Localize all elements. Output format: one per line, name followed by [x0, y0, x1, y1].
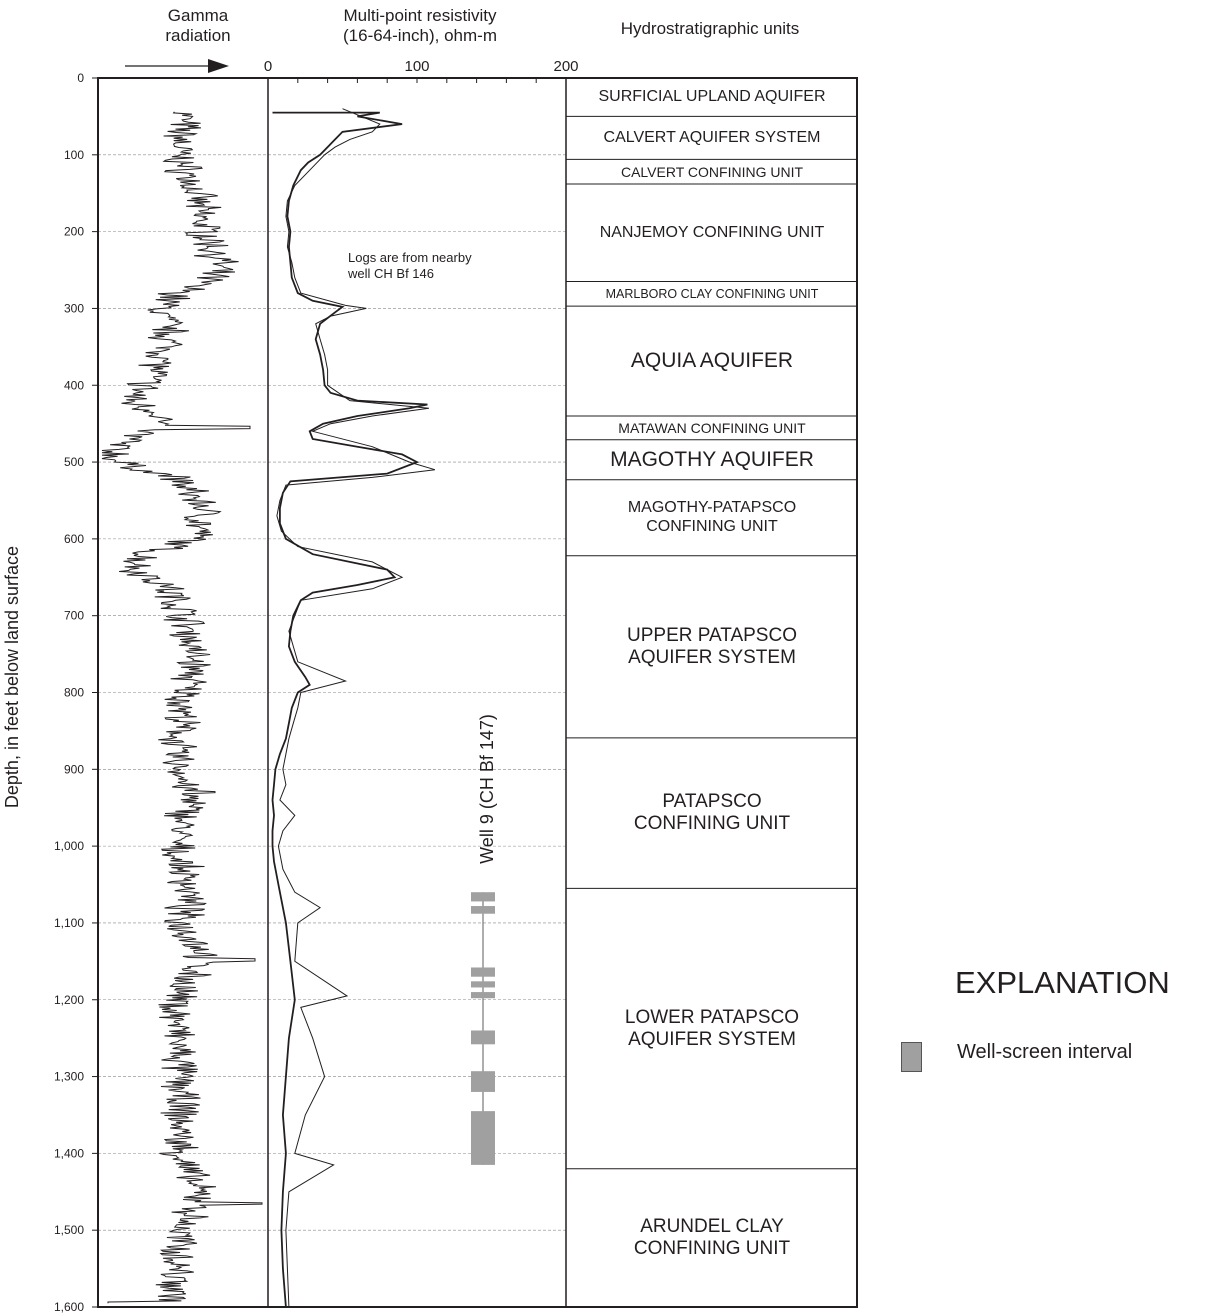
y-tick-label: 600 — [64, 532, 84, 546]
well-screen — [471, 1071, 495, 1092]
resistivity-trace-2 — [276, 108, 436, 1308]
x-tick-label: 0 — [264, 58, 272, 75]
y-tick-label: 500 — [64, 455, 84, 469]
y-tick-label: 1,100 — [54, 916, 84, 930]
y-tick-label: 900 — [64, 762, 84, 776]
y-tick-label: 1,200 — [54, 993, 84, 1007]
well-screen — [471, 967, 495, 977]
well-screen — [471, 992, 495, 999]
plot-frame — [97, 77, 858, 1308]
resistivity-header: Multi-point resistivity (16-64-inch), oh… — [343, 6, 497, 45]
y-tick-label: 1,600 — [54, 1300, 84, 1314]
y-tick-label: 1,400 — [54, 1146, 84, 1160]
unit-label: MAGOTHY-PATAPSCO CONFINING UNIT — [627, 499, 797, 535]
well-label: Well 9 (CH Bf 147) — [477, 714, 497, 864]
unit-label: MAGOTHY AQUIFER — [610, 447, 814, 471]
legend-label-well-screen: Well-screen interval — [957, 1041, 1133, 1063]
unit-label: NANJEMOY CONFINING UNIT — [599, 223, 825, 241]
y-tick-label: 400 — [64, 378, 84, 392]
depth-axis: 0 100 200 300 400 500 600 700 800 900 1,000 1,100 1,… — [54, 71, 98, 1314]
y-axis-title: Depth, in feet below land surface — [2, 545, 22, 809]
gamma-log — [101, 111, 263, 1304]
unit-label: MATAWAN CONFINING UNIT — [618, 419, 806, 436]
y-tick-label: 800 — [64, 686, 84, 700]
y-tick-label: 1,000 — [54, 839, 84, 853]
unit-label: CALVERT CONFINING UNIT — [620, 163, 804, 180]
y-tick-label: 1,500 — [54, 1223, 84, 1237]
gamma-arrow — [125, 59, 229, 73]
well-screen — [471, 892, 495, 902]
unit-label: ARUNDEL CLAY CONFINING UNIT — [633, 1216, 791, 1259]
y-tick-label: 200 — [64, 225, 84, 239]
well-screen — [471, 1030, 495, 1045]
y-tick-label: 700 — [64, 609, 84, 623]
unit-label: MARLBORO CLAY CONFINING UNIT — [605, 286, 819, 301]
y-tick-label: 300 — [64, 301, 84, 315]
well-screen — [471, 1111, 495, 1165]
legend-swatch-well-screen — [901, 1042, 922, 1072]
units-header: Hydrostratigraphic units — [620, 19, 800, 38]
gamma-trace — [101, 111, 263, 1304]
x-tick-label: 200 — [553, 58, 578, 75]
unit-label: PATAPSCO CONFINING UNIT — [633, 791, 791, 835]
y-tick-label: 0 — [77, 71, 84, 85]
source-note: Logs are from nearby well CH Bf 146 — [348, 250, 472, 281]
unit-label: SURFICIAL UPLAND AQUIFER — [598, 88, 826, 105]
unit-label: LOWER PATAPSCO AQUIFER SYSTEM — [624, 1006, 800, 1050]
y-tick-label: 100 — [64, 148, 84, 162]
unit-label: CALVERT AQUIFER SYSTEM — [603, 128, 821, 146]
x-tick-label: 100 — [404, 58, 429, 75]
resistivity-trace-1 — [271, 111, 428, 1308]
resistivity-axis: 0 100 200 — [264, 58, 579, 83]
well-screen — [471, 906, 495, 914]
well-screen — [471, 981, 495, 988]
explanation-title: EXPLANATION — [955, 965, 1170, 1000]
resistivity-logs — [271, 108, 436, 1308]
y-tick-label: 1,300 — [54, 1070, 84, 1084]
unit-label: AQUIA AQUIFER — [630, 348, 794, 372]
hydrostratigraphic-units-column — [566, 115, 857, 1170]
gamma-header: Gamma radiation — [165, 6, 231, 45]
unit-label: UPPER PATAPSCO AQUIFER SYSTEM — [627, 624, 797, 668]
well-screens — [471, 892, 495, 1165]
